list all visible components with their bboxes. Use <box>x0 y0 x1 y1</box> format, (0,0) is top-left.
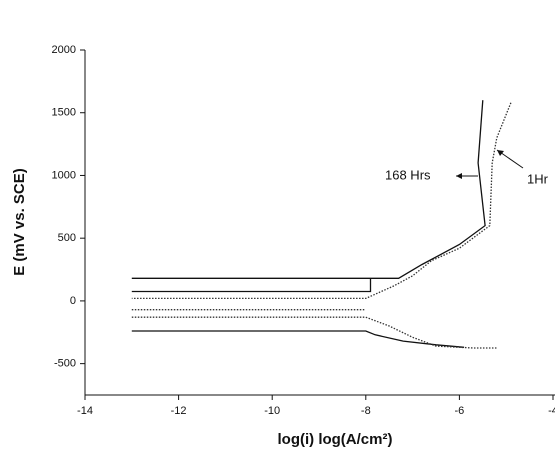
y-tick-label: 0 <box>70 295 76 307</box>
annotation-arrowhead <box>497 150 504 156</box>
x-tick-label: -12 <box>171 405 187 417</box>
annotation-label: 1Hr <box>527 171 549 186</box>
x-tick-label: -14 <box>77 405 93 417</box>
y-tick-label: 500 <box>58 232 76 244</box>
x-axis-title: log(i) log(A/cm²) <box>278 431 393 448</box>
x-tick-label: -4 <box>548 405 555 417</box>
x-tick-label: -6 <box>455 405 465 417</box>
annotation-arrowhead <box>456 173 462 179</box>
y-tick-label: -500 <box>54 358 76 370</box>
y-tick-label: 1500 <box>52 107 76 119</box>
x-tick-label: -10 <box>264 405 280 417</box>
data-line <box>131 102 512 349</box>
annotation-label: 168 Hrs <box>385 167 431 182</box>
y-tick-label: 1000 <box>52 169 76 181</box>
y-axis-title: E (mV vs. SCE) <box>11 168 28 276</box>
x-tick-label: -8 <box>361 405 371 417</box>
y-tick-label: 2000 <box>52 44 76 56</box>
data-line <box>131 100 486 348</box>
